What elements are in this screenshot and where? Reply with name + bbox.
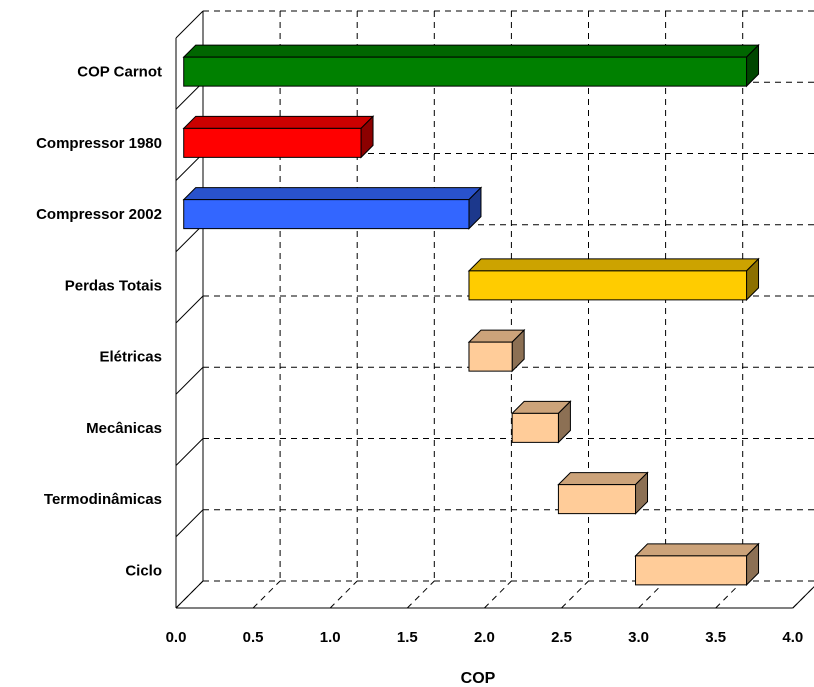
wall-diagonal (175, 153, 204, 181)
bar-perdas-totais (467, 257, 760, 302)
category-label: Perdas Totais (65, 277, 162, 294)
wall-diagonal (175, 295, 204, 324)
x-tick-label: 4.0 (782, 629, 803, 646)
bar-front-face (635, 555, 748, 586)
bar-cop-carnot (182, 43, 760, 88)
bar-front-face (557, 484, 637, 515)
bar-front-face (511, 412, 559, 443)
x-tick-label: 0.5 (243, 629, 264, 646)
wall-diagonal (175, 509, 204, 538)
bar-top-face (634, 543, 760, 557)
bar-front-face (468, 341, 513, 372)
bar-termodin-micas (557, 471, 649, 515)
x-axis-title: COP (461, 670, 496, 687)
bar-compressor-2002 (182, 186, 483, 230)
category-label: Ciclo (125, 562, 162, 579)
gridline-floor (561, 580, 589, 609)
wall-diagonal (175, 580, 204, 609)
gridline-floor (252, 580, 281, 609)
gridline-floor (792, 586, 814, 609)
wall-diagonal (175, 366, 204, 395)
category-labels: COP Carnot Compressor 1980 Compressor 2002… (36, 64, 162, 580)
bar-el-tricas (467, 328, 526, 373)
x-tick-label: 1.0 (320, 629, 341, 646)
floor-edge (792, 586, 814, 609)
category-label: Compressor 1980 (36, 135, 162, 152)
bar-top-face (182, 115, 375, 129)
category-label: Mecânicas (86, 420, 162, 437)
bar-compressor-1980 (182, 115, 375, 159)
bar-top-face (182, 187, 483, 201)
bar-mec-nicas (510, 400, 572, 444)
wall-diagonal (175, 438, 204, 466)
bar-front-face (183, 127, 362, 158)
bar-front-face (183, 199, 470, 230)
category-label: Elétricas (99, 349, 162, 366)
gridline-floor (329, 580, 358, 609)
bar-front-face (183, 56, 748, 87)
category-label: Termodinâmicas (44, 491, 162, 508)
bar-top-face (182, 44, 760, 58)
wall-diagonal (175, 10, 204, 39)
x-tick-label: 2.0 (474, 629, 495, 646)
x-tick-labels: 0.0 0.5 1.0 1.5 2.0 2.5 3.0 3.5 4.0 (166, 629, 804, 646)
wall-diagonal (175, 224, 204, 253)
category-label: Compressor 2002 (36, 206, 162, 223)
gridline-floor (484, 580, 512, 609)
bars (182, 43, 760, 587)
bar-top-face (467, 258, 760, 272)
bar-front-face (468, 270, 748, 301)
category-label: COP Carnot (77, 64, 162, 81)
bar-ciclo (634, 542, 760, 587)
bar-top-face (557, 472, 649, 486)
gridline-floor (406, 580, 435, 609)
x-tick-label: 3.5 (705, 629, 726, 646)
x-tick-label: 3.0 (628, 629, 649, 646)
x-tick-label: 0.0 (166, 629, 187, 646)
x-tick-label: 2.5 (551, 629, 572, 646)
x-tick-label: 1.5 (397, 629, 418, 646)
gridlines (175, 10, 814, 609)
wall-diagonal (175, 81, 204, 110)
